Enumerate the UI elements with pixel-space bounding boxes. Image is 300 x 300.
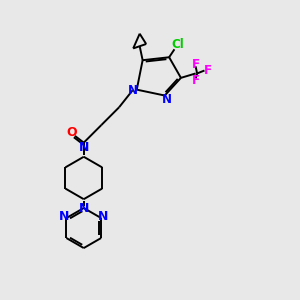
Text: N: N bbox=[59, 210, 69, 223]
Text: N: N bbox=[128, 84, 138, 97]
Text: N: N bbox=[161, 93, 172, 106]
Text: Cl: Cl bbox=[171, 38, 184, 51]
Text: N: N bbox=[98, 210, 109, 223]
Text: F: F bbox=[192, 74, 200, 87]
Text: O: O bbox=[66, 126, 77, 139]
Text: N: N bbox=[79, 202, 89, 215]
Text: F: F bbox=[192, 58, 200, 70]
Text: N: N bbox=[79, 141, 89, 154]
Text: F: F bbox=[203, 64, 211, 77]
